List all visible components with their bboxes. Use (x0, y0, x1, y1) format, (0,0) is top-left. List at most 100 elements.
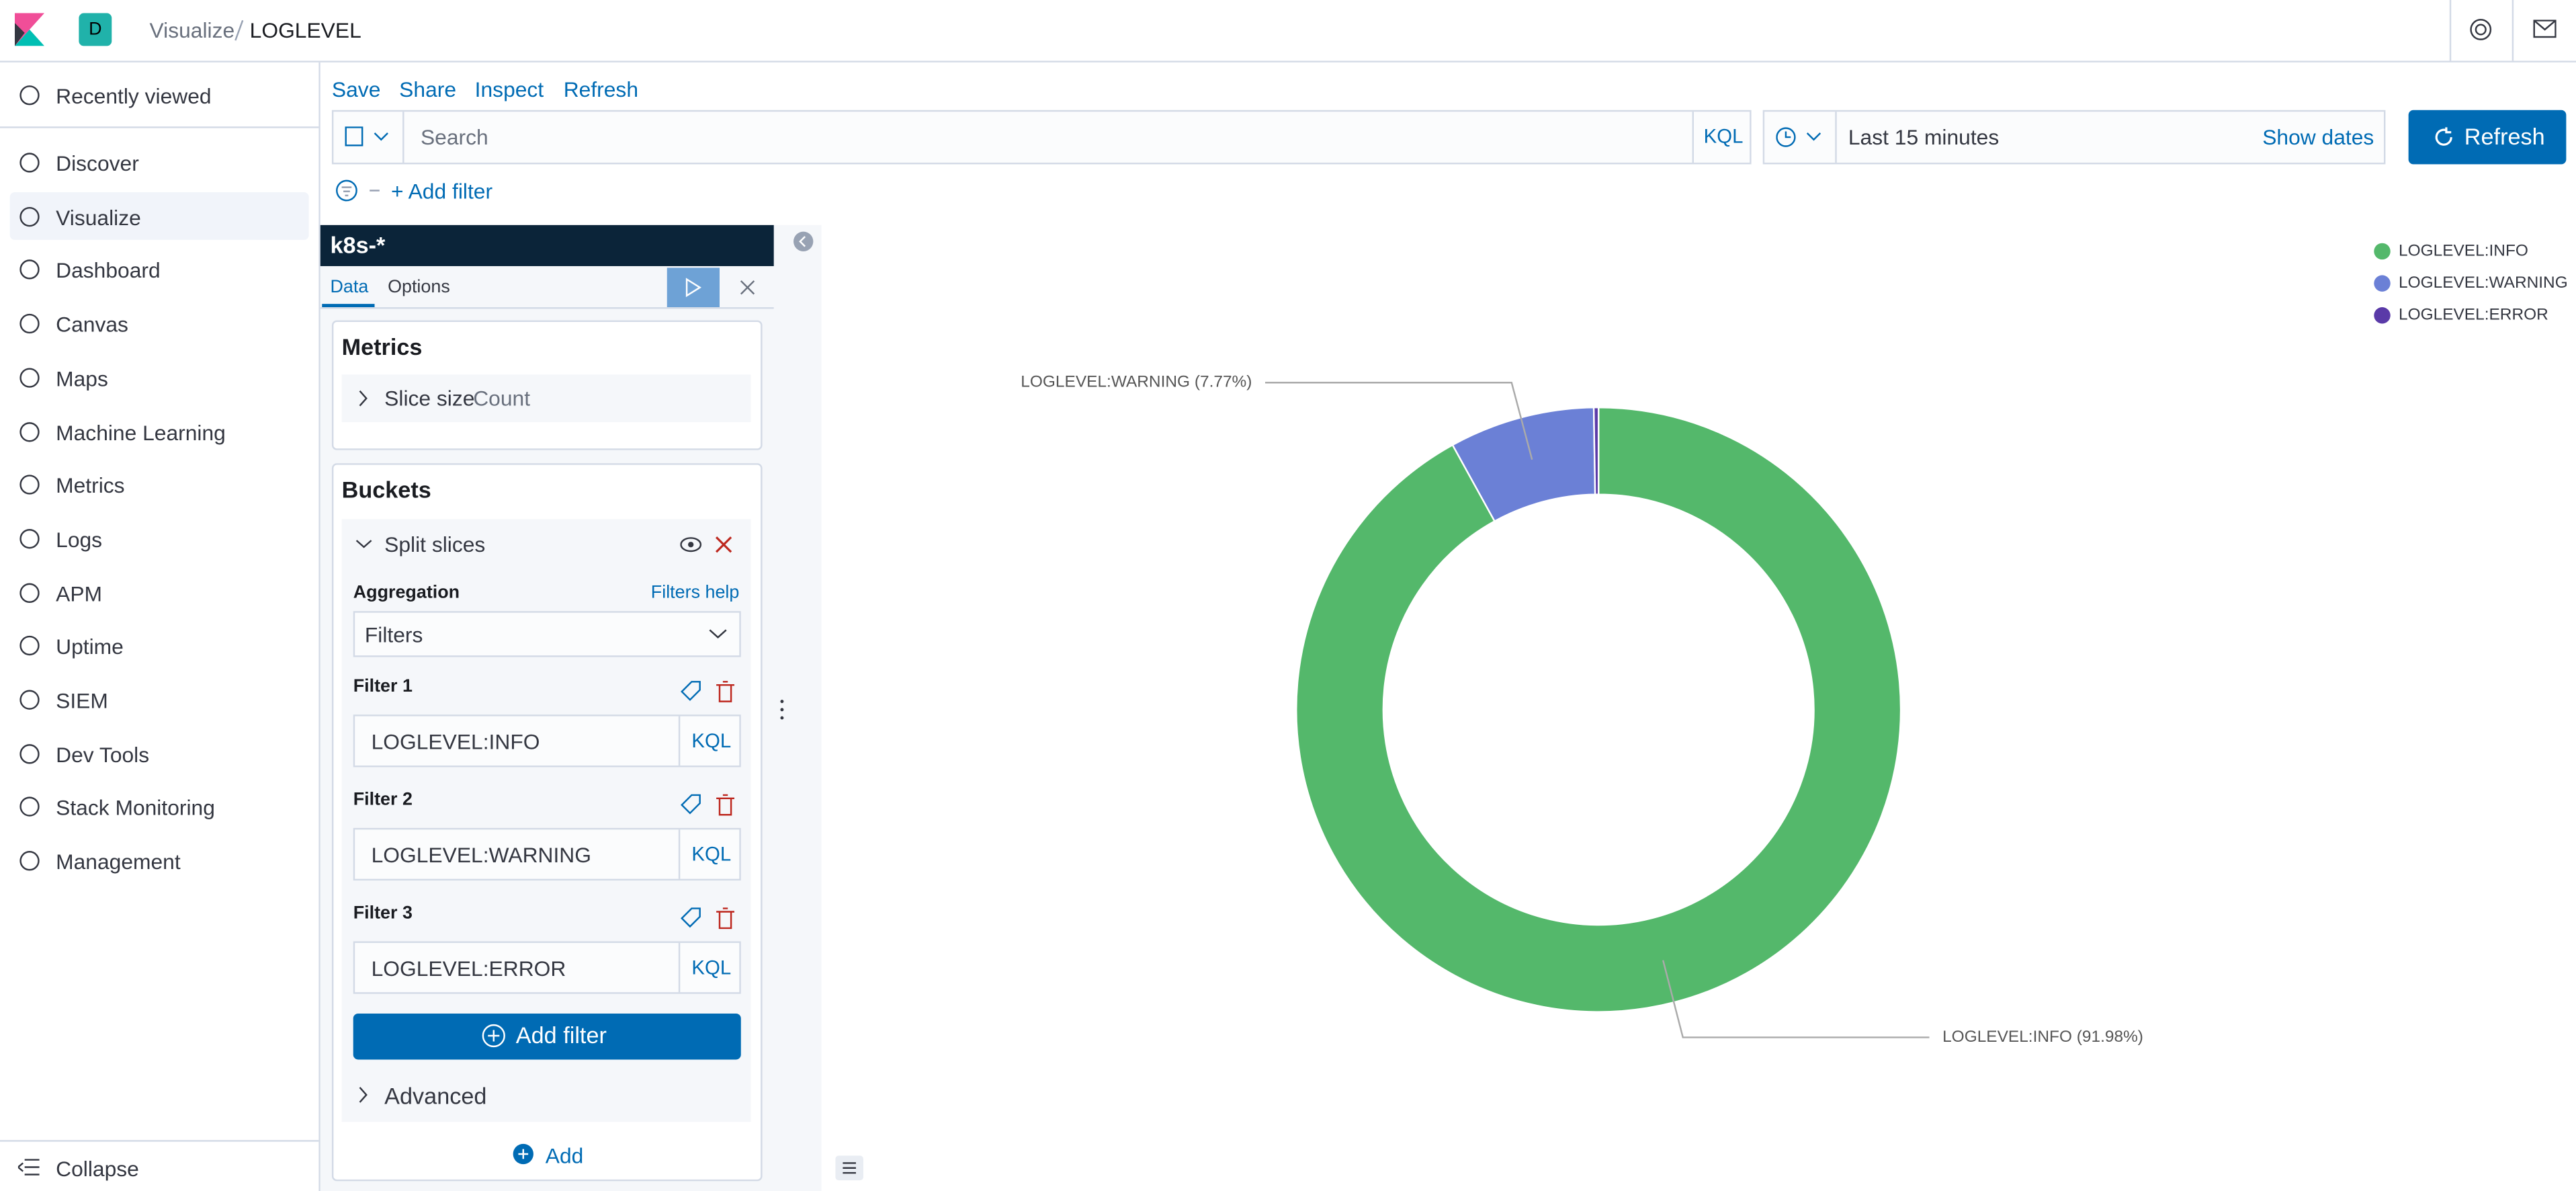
chevron (359, 390, 368, 407)
aggregation-label: Aggregation (353, 583, 460, 603)
nav-icon (19, 690, 40, 710)
nav-icon (19, 743, 40, 764)
aggregation-select[interactable] (353, 611, 741, 657)
nav-item[interactable]: Metrics (56, 473, 125, 499)
help-icon[interactable] (2469, 18, 2492, 41)
add-icon (482, 1024, 505, 1048)
nav-item[interactable]: Logs (56, 527, 103, 552)
apply-button[interactable] (667, 268, 720, 308)
query-language[interactable]: KQL (1703, 124, 1744, 148)
filter-label: Filter 2 (353, 790, 413, 810)
nav-separator (0, 126, 319, 128)
legend-swatch (2374, 275, 2391, 292)
nav-icon (19, 260, 40, 280)
nav-item[interactable]: Maps (56, 366, 108, 391)
bucket-title: Split slices (384, 532, 486, 557)
chevron[interactable] (355, 537, 373, 550)
nav-icon (19, 85, 40, 106)
icon-shape (19, 153, 40, 173)
filter-icon[interactable] (335, 179, 381, 202)
icon-shape (19, 743, 40, 764)
add-filter-label: Add filter (515, 1022, 607, 1049)
tab-underline (322, 304, 375, 308)
menu-item[interactable]: Share (399, 77, 457, 102)
slice-label: LOGLEVEL:WARNING (7.77%) (1021, 373, 1252, 391)
legend-label: LOGLEVEL:WARNING (2399, 274, 2568, 292)
label-icon (681, 907, 701, 928)
bucket-actions[interactable] (680, 536, 739, 554)
menu-item[interactable]: Refresh (563, 77, 639, 102)
chevron[interactable] (357, 1086, 370, 1104)
filter-language[interactable]: KQL (691, 729, 732, 753)
filter-actions[interactable] (680, 680, 736, 703)
metric-row[interactable] (341, 374, 751, 423)
nav-icon (19, 153, 40, 173)
filters-help[interactable]: Filters help (650, 583, 740, 603)
filter-actions[interactable] (680, 907, 736, 930)
nav-icon (19, 582, 40, 602)
filter-language[interactable]: KQL (691, 842, 732, 866)
nav-item[interactable]: Discover (56, 151, 139, 176)
nav-item[interactable]: Machine Learning (56, 419, 226, 445)
saved-query-icon[interactable] (345, 126, 390, 148)
nav-item[interactable]: Visualize (56, 204, 141, 230)
menu-item[interactable]: Save (331, 77, 381, 102)
metrics-title: Metrics (341, 333, 423, 360)
play-icon (685, 278, 701, 298)
filter-input[interactable] (353, 714, 741, 768)
add-aggregation[interactable]: Add (545, 1143, 584, 1168)
add-filter-link[interactable]: + Add filter (390, 179, 493, 204)
search-bar[interactable] (331, 110, 1752, 165)
time-picker[interactable] (1762, 110, 2386, 165)
breadcrumb[interactable]: Visualize (149, 17, 235, 43)
divider (2511, 0, 2514, 61)
collapse-panel[interactable] (792, 230, 815, 253)
nav-icon (19, 851, 40, 871)
kql-divider (1692, 112, 1694, 163)
nav-item[interactable]: Uptime (56, 634, 124, 659)
space-badge[interactable]: D (79, 13, 112, 46)
refresh-button[interactable] (2408, 110, 2567, 165)
advanced-toggle[interactable]: Advanced (384, 1082, 487, 1109)
filter-query: LOGLEVEL:INFO (371, 729, 540, 754)
filter-language[interactable]: KQL (691, 956, 732, 979)
filter-input[interactable] (353, 941, 741, 994)
icon-shape (19, 367, 40, 388)
delete-icon (716, 681, 735, 702)
divider (2449, 0, 2452, 61)
collapse-icon (17, 1159, 40, 1176)
buckets-title: Buckets (341, 476, 431, 503)
menu-item[interactable]: Inspect (474, 77, 544, 102)
legend-toggle[interactable] (834, 1155, 864, 1181)
filter-actions[interactable] (680, 794, 736, 817)
filter-label: Filter 1 (353, 676, 413, 697)
tab-active[interactable]: Data (330, 278, 369, 298)
tab[interactable]: Options (388, 278, 450, 298)
icon-shape (19, 260, 40, 280)
nav-item[interactable]: Stack Monitoring (56, 795, 215, 821)
search-placeholder[interactable]: Search (420, 124, 488, 150)
nav-item[interactable]: Recently viewed (56, 83, 212, 109)
show-dates[interactable]: Show dates (2262, 124, 2374, 150)
nav-item[interactable]: Dashboard (56, 258, 161, 284)
icon-shape (19, 85, 40, 106)
discard-icon[interactable] (739, 279, 755, 295)
clock-icon[interactable] (1776, 126, 1825, 148)
nav-item[interactable]: Management (56, 849, 181, 874)
time-range[interactable]: Last 15 minutes (1848, 124, 2000, 150)
filter-input[interactable] (353, 827, 741, 881)
nav-item[interactable]: SIEM (56, 688, 108, 713)
resize-handle[interactable] (777, 696, 787, 723)
tabs-border (320, 307, 774, 309)
nav-item[interactable]: APM (56, 581, 103, 606)
collapse-button[interactable]: Collapse (56, 1156, 139, 1182)
nav-item[interactable]: Canvas (56, 312, 128, 337)
nav-item[interactable]: Dev Tools (56, 741, 150, 767)
mail-icon[interactable] (2533, 19, 2557, 39)
add-filter-button[interactable] (353, 1014, 741, 1060)
logo[interactable] (15, 13, 45, 46)
breadcrumb: LOGLEVEL (249, 17, 361, 43)
index-pattern-bar (320, 224, 774, 266)
add-icon (513, 1143, 533, 1165)
